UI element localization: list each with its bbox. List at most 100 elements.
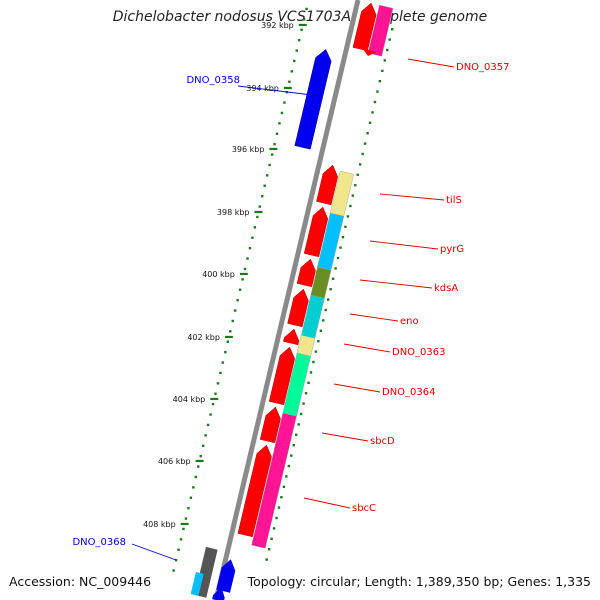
tick-dot <box>307 381 310 385</box>
tick-dot <box>214 392 217 395</box>
tick-dot <box>241 278 244 281</box>
tick-dot <box>305 7 308 11</box>
tick-dot <box>383 59 387 62</box>
gene-label: DNO_0363 <box>392 347 446 358</box>
reverse-gene-arrow <box>237 444 272 538</box>
tick-dot <box>366 132 369 135</box>
tick-dot <box>288 80 291 83</box>
tick-dot <box>194 475 197 479</box>
tick-dot <box>371 111 374 114</box>
tick-dot <box>224 350 227 354</box>
tick-dot <box>275 132 279 135</box>
reverse-gene-arrow <box>303 206 329 258</box>
reverse-gene-arrow <box>287 288 309 328</box>
tick-dot <box>272 527 276 530</box>
tick-dot <box>253 226 257 229</box>
tick-dot <box>182 527 185 531</box>
gene-label: sbcC <box>352 503 376 514</box>
tick-dot <box>322 319 325 322</box>
reverse-gene-arrow <box>268 346 295 406</box>
reverse-gene-arrow <box>283 328 300 346</box>
tick-dot <box>251 236 254 239</box>
tick-dot <box>199 454 202 458</box>
tick-dot <box>373 100 377 104</box>
tick-dot <box>263 184 266 187</box>
tick-dot <box>219 371 222 375</box>
tick-label: 396 kbp <box>232 145 265 154</box>
tick-dot <box>293 59 296 63</box>
tick-dot <box>226 340 229 343</box>
tick-dot <box>368 121 372 125</box>
tick-dot <box>351 194 355 197</box>
gene-label: DNO_0368 <box>72 537 126 548</box>
tick-dot <box>344 225 347 229</box>
gene-class-block <box>251 412 297 549</box>
tick-dot <box>363 142 367 145</box>
tick-dot <box>294 433 298 437</box>
tick-dot <box>261 194 264 198</box>
tick-label: 404 kbp <box>173 395 206 404</box>
genome-stats-text: Topology: circular; Length: 1,389,350 bp… <box>247 574 591 589</box>
gene-block <box>190 572 204 596</box>
tick-dot <box>201 444 205 447</box>
tick-dot <box>206 423 210 427</box>
genome-backbone <box>213 0 361 600</box>
tick-dot <box>317 340 320 343</box>
tick-dot <box>256 215 259 219</box>
label-leader-line <box>237 85 321 97</box>
tick-dot <box>349 204 352 208</box>
label-leader-line <box>131 543 177 561</box>
tick-label: 400 kbp <box>202 270 235 279</box>
tick-dot <box>282 485 286 489</box>
gene-label: DNO_0357 <box>456 62 510 73</box>
tick-dot <box>336 256 340 260</box>
tick-dot <box>390 28 394 31</box>
tick-dot <box>302 18 306 21</box>
tick-label: 408 kbp <box>143 520 176 529</box>
tick-dot <box>211 402 215 406</box>
reverse-gene-arrow <box>296 258 316 288</box>
tick-dot <box>270 153 274 156</box>
tick-dot <box>216 382 220 385</box>
tick-dot <box>302 402 305 405</box>
accession-text: Accession: NC_009446 <box>9 574 152 589</box>
tick-dot <box>192 486 195 489</box>
tick-marks: 392 kbp 394 kbp 396 kbp 398 kbp 400 kbp 402 k… <box>143 21 307 529</box>
tick-dot <box>197 465 200 468</box>
tick-dot <box>275 516 278 520</box>
tick-dot <box>295 49 298 52</box>
tick-label: 394 kbp <box>246 84 279 93</box>
tick-dot <box>238 288 242 291</box>
tick-dot <box>267 548 271 551</box>
tick-dot <box>329 288 332 291</box>
label-leaders: DNO_0357 DNO_0358 tilS pyrG kdsA eno DNO_0363 D… <box>72 58 510 561</box>
reverse-gene-arrow <box>316 164 338 206</box>
tick-label: 402 kbp <box>187 333 220 342</box>
tick-label: 392 kbp <box>261 21 294 30</box>
tick-dot <box>174 558 178 562</box>
tick-dot <box>339 246 342 249</box>
tick-dot <box>319 329 323 333</box>
tick-dot <box>287 464 291 468</box>
gene-label: kdsA <box>434 283 458 294</box>
label-leader-line <box>379 193 445 201</box>
gene-label: pyrG <box>440 244 464 255</box>
tick-dot <box>270 537 273 541</box>
tick-dot <box>204 434 207 437</box>
tick-dot <box>324 308 327 312</box>
label-leader-line <box>359 279 433 289</box>
tick-dot <box>300 28 303 31</box>
tick-dot <box>209 413 212 416</box>
forward-gene-arrow <box>216 559 236 593</box>
tick-dots <box>172 7 394 572</box>
tick-dot <box>290 70 293 73</box>
tick-dot <box>273 142 276 146</box>
gene-label: eno <box>400 316 419 327</box>
tick-dot <box>358 163 362 166</box>
tick-dot <box>341 236 345 239</box>
tick-dot <box>246 257 249 260</box>
tick-dot <box>179 538 183 541</box>
label-leader-line <box>407 58 455 68</box>
tick-dot <box>265 174 269 177</box>
tick-dot <box>280 496 283 499</box>
